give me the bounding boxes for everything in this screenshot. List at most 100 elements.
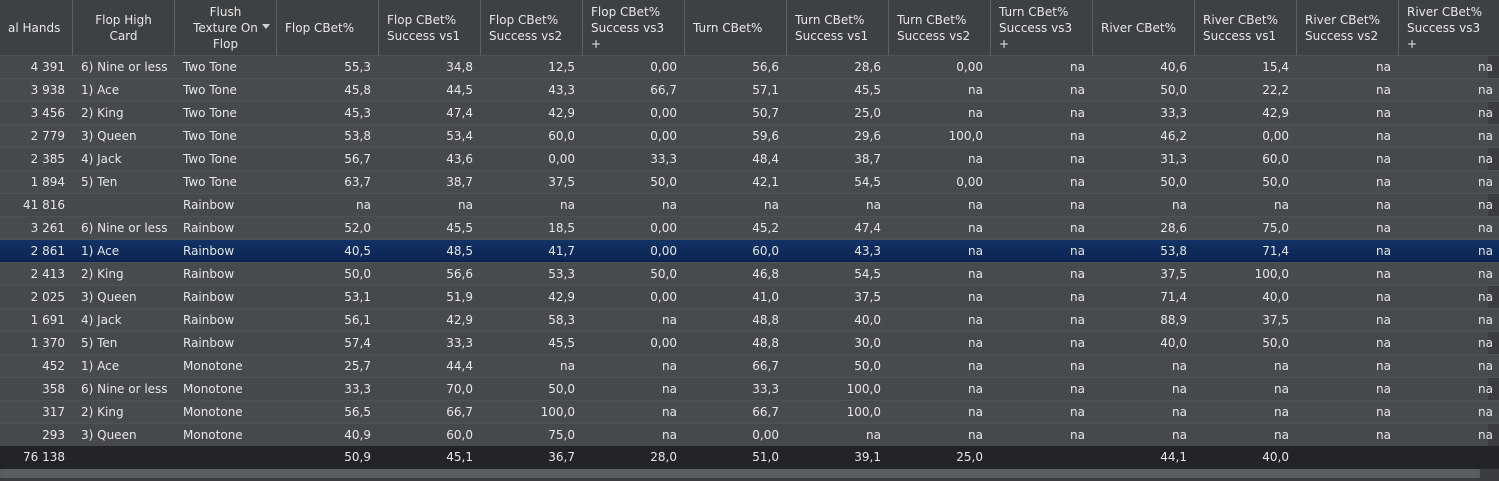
cell: 66,7: [446, 405, 473, 419]
column-header[interactable]: River CBet%: [1093, 0, 1195, 55]
cell: na: [1478, 405, 1493, 419]
cell: Rainbow: [183, 198, 235, 212]
horizontal-scrollbar[interactable]: [0, 466, 1499, 481]
cell: 45,3: [344, 106, 371, 120]
cell: na: [968, 244, 983, 258]
data-row[interactable]: 2 025 3) Queen Rainbow 53,1 51,9 42,9 0,00 41,0…: [0, 285, 1499, 308]
data-row[interactable]: 4 391 6) Nine or less Two Tone 55,3 34,8 12,5…: [0, 55, 1499, 78]
cell: na: [1478, 198, 1493, 212]
cell: 40,9: [344, 428, 371, 442]
cell: 46,2: [1160, 129, 1187, 143]
cell: 66,7: [650, 83, 677, 97]
cell: na: [968, 106, 983, 120]
data-row[interactable]: 3 456 2) King Two Tone 45,3 47,4 42,9 0,00 50,7…: [0, 101, 1499, 124]
data-row[interactable]: 358 6) Nine or less Monotone 33,3 70,0 50,0 na…: [0, 377, 1499, 400]
totals-row: 76 138 50,9 45,1 36,7 28,0 51,0 39,1 25,0 44,1 40…: [0, 446, 1499, 469]
data-row[interactable]: 3 261 6) Nine or less Rainbow 52,0 45,5 18,5 0…: [0, 216, 1499, 239]
cell: 2 779: [30, 129, 65, 143]
cell: na: [1172, 405, 1187, 419]
cell: 4) Jack: [81, 313, 122, 327]
cell: 37,5: [548, 175, 575, 189]
filter-arrow[interactable]: [262, 24, 270, 29]
cell: 3) Queen: [81, 129, 137, 143]
cell: Two Tone: [183, 60, 237, 74]
cell: 42,1: [752, 175, 779, 189]
cell: 66,7: [752, 359, 779, 373]
data-row[interactable]: 41 816 Rainbow na na na na na na na na na na na na: [0, 193, 1499, 216]
cell: na: [1070, 129, 1085, 143]
cell: 38,7: [446, 175, 473, 189]
column-header[interactable]: Flop CBet% Success vs2: [481, 0, 583, 55]
column-header[interactable]: Flush Texture On Flop: [175, 0, 277, 55]
data-row[interactable]: 2 413 2) King Rainbow 50,0 56,6 53,3 50,0 46,8 5…: [0, 262, 1499, 285]
data-row[interactable]: 452 1) Ace Monotone 25,7 44,4 na na 66,7 50,0 na n…: [0, 354, 1499, 377]
cell: 48,8: [752, 336, 779, 350]
column-header[interactable]: Flop CBet% Success vs1: [379, 0, 481, 55]
cell: na: [1478, 359, 1493, 373]
cell: 56,6: [446, 267, 473, 281]
cell: 48,4: [752, 152, 779, 166]
cell: 0,00: [650, 221, 677, 235]
data-row[interactable]: 317 2) King Monotone 56,5 66,7 100,0 na 66,7 100…: [0, 400, 1499, 423]
cell: na: [1478, 382, 1493, 396]
column-header[interactable]: Turn CBet% Success vs1: [787, 0, 889, 55]
cell: 1) Ace: [81, 359, 120, 373]
data-row[interactable]: 1 691 4) Jack Rainbow 56,1 42,9 58,3 na 48,8 40,…: [0, 308, 1499, 331]
column-header[interactable]: River CBet% Success vs2: [1297, 0, 1399, 55]
total-cell: 40,0: [1262, 450, 1289, 464]
cell: na: [662, 359, 677, 373]
column-header[interactable]: River CBet% Success vs1: [1195, 0, 1297, 55]
cell: na: [1478, 267, 1493, 281]
cell: 42,9: [1262, 106, 1289, 120]
cell: 75,0: [1262, 221, 1289, 235]
cell: 60,0: [1262, 152, 1289, 166]
column-header[interactable]: Flop CBet% Success vs3 +: [583, 0, 685, 55]
data-row[interactable]: 1 894 5) Ten Two Tone 63,7 38,7 37,5 50,0 42,1 5…: [0, 170, 1499, 193]
cell: na: [1070, 336, 1085, 350]
cell: 40,0: [1160, 336, 1187, 350]
cell: 37,5: [1262, 313, 1289, 327]
cell: 0,00: [650, 60, 677, 74]
cell: 56,6: [752, 60, 779, 74]
column-header[interactable]: Flop High Card: [73, 0, 175, 55]
data-row[interactable]: 293 3) Queen Monotone 40,9 60,0 75,0 na 0,00 na n…: [0, 423, 1499, 446]
data-row[interactable]: 3 938 1) Ace Two Tone 45,8 44,5 43,3 66,7 57,1 4…: [0, 78, 1499, 101]
cell: Monotone: [183, 382, 243, 396]
data-row[interactable]: 2 385 4) Jack Two Tone 56,7 43,6 0,00 33,3 48,4…: [0, 147, 1499, 170]
data-row[interactable]: 1 370 5) Ten Rainbow 57,4 33,3 45,5 0,00 48,8 30…: [0, 331, 1499, 354]
cell: na: [1376, 382, 1391, 396]
cell: 31,3: [1160, 152, 1187, 166]
data-row[interactable]: 2 861 1) Ace Rainbow 40,5 48,5 41,7 0,00 60,0 43…: [0, 239, 1499, 262]
column-header[interactable]: River CBet% Success vs3 +: [1399, 0, 1499, 55]
cell: 30,0: [854, 336, 881, 350]
cell: na: [1172, 428, 1187, 442]
cell: 58,3: [548, 313, 575, 327]
cell: na: [1070, 428, 1085, 442]
column-header[interactable]: Turn CBet% Success vs3 +: [991, 0, 1093, 55]
cell: 2) King: [81, 405, 124, 419]
cell: 45,2: [752, 221, 779, 235]
cell: 0,00: [650, 336, 677, 350]
cell: 3 261: [30, 221, 65, 235]
cell: 4) Jack: [81, 152, 122, 166]
cell: 45,5: [548, 336, 575, 350]
cell: na: [968, 221, 983, 235]
scroll-thumb[interactable]: [0, 469, 1480, 478]
column-header[interactable]: Turn CBet% Success vs2: [889, 0, 991, 55]
data-row[interactable]: 2 779 3) Queen Two Tone 53,8 53,4 60,0 0,00 59,…: [0, 124, 1499, 147]
cell: na: [1172, 382, 1187, 396]
cell: 15,4: [1262, 60, 1289, 74]
cell: na: [1376, 336, 1391, 350]
cell: 40,6: [1160, 60, 1187, 74]
cell: na: [662, 382, 677, 396]
column-header[interactable]: Flop CBet%: [277, 0, 379, 55]
cell: Two Tone: [183, 106, 237, 120]
total-cell: 39,1: [854, 450, 881, 464]
cell: na: [1376, 129, 1391, 143]
cell: Monotone: [183, 428, 243, 442]
column-header[interactable]: al Hands: [0, 0, 73, 55]
cell: 54,5: [854, 175, 881, 189]
cell: 40,0: [1262, 290, 1289, 304]
cell: Two Tone: [183, 83, 237, 97]
column-header[interactable]: Turn CBet%: [685, 0, 787, 55]
